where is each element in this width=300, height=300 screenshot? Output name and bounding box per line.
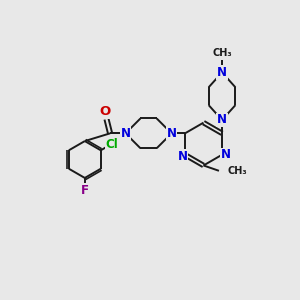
Text: N: N [217, 113, 227, 127]
Text: N: N [178, 150, 188, 163]
Text: Cl: Cl [106, 138, 118, 151]
Text: N: N [217, 66, 227, 79]
Text: N: N [167, 127, 177, 140]
Text: CH₃: CH₃ [212, 48, 232, 59]
Text: N: N [121, 127, 130, 140]
Text: N: N [220, 148, 231, 161]
Text: CH₃: CH₃ [227, 166, 247, 176]
Text: F: F [81, 184, 89, 197]
Text: O: O [99, 105, 111, 118]
